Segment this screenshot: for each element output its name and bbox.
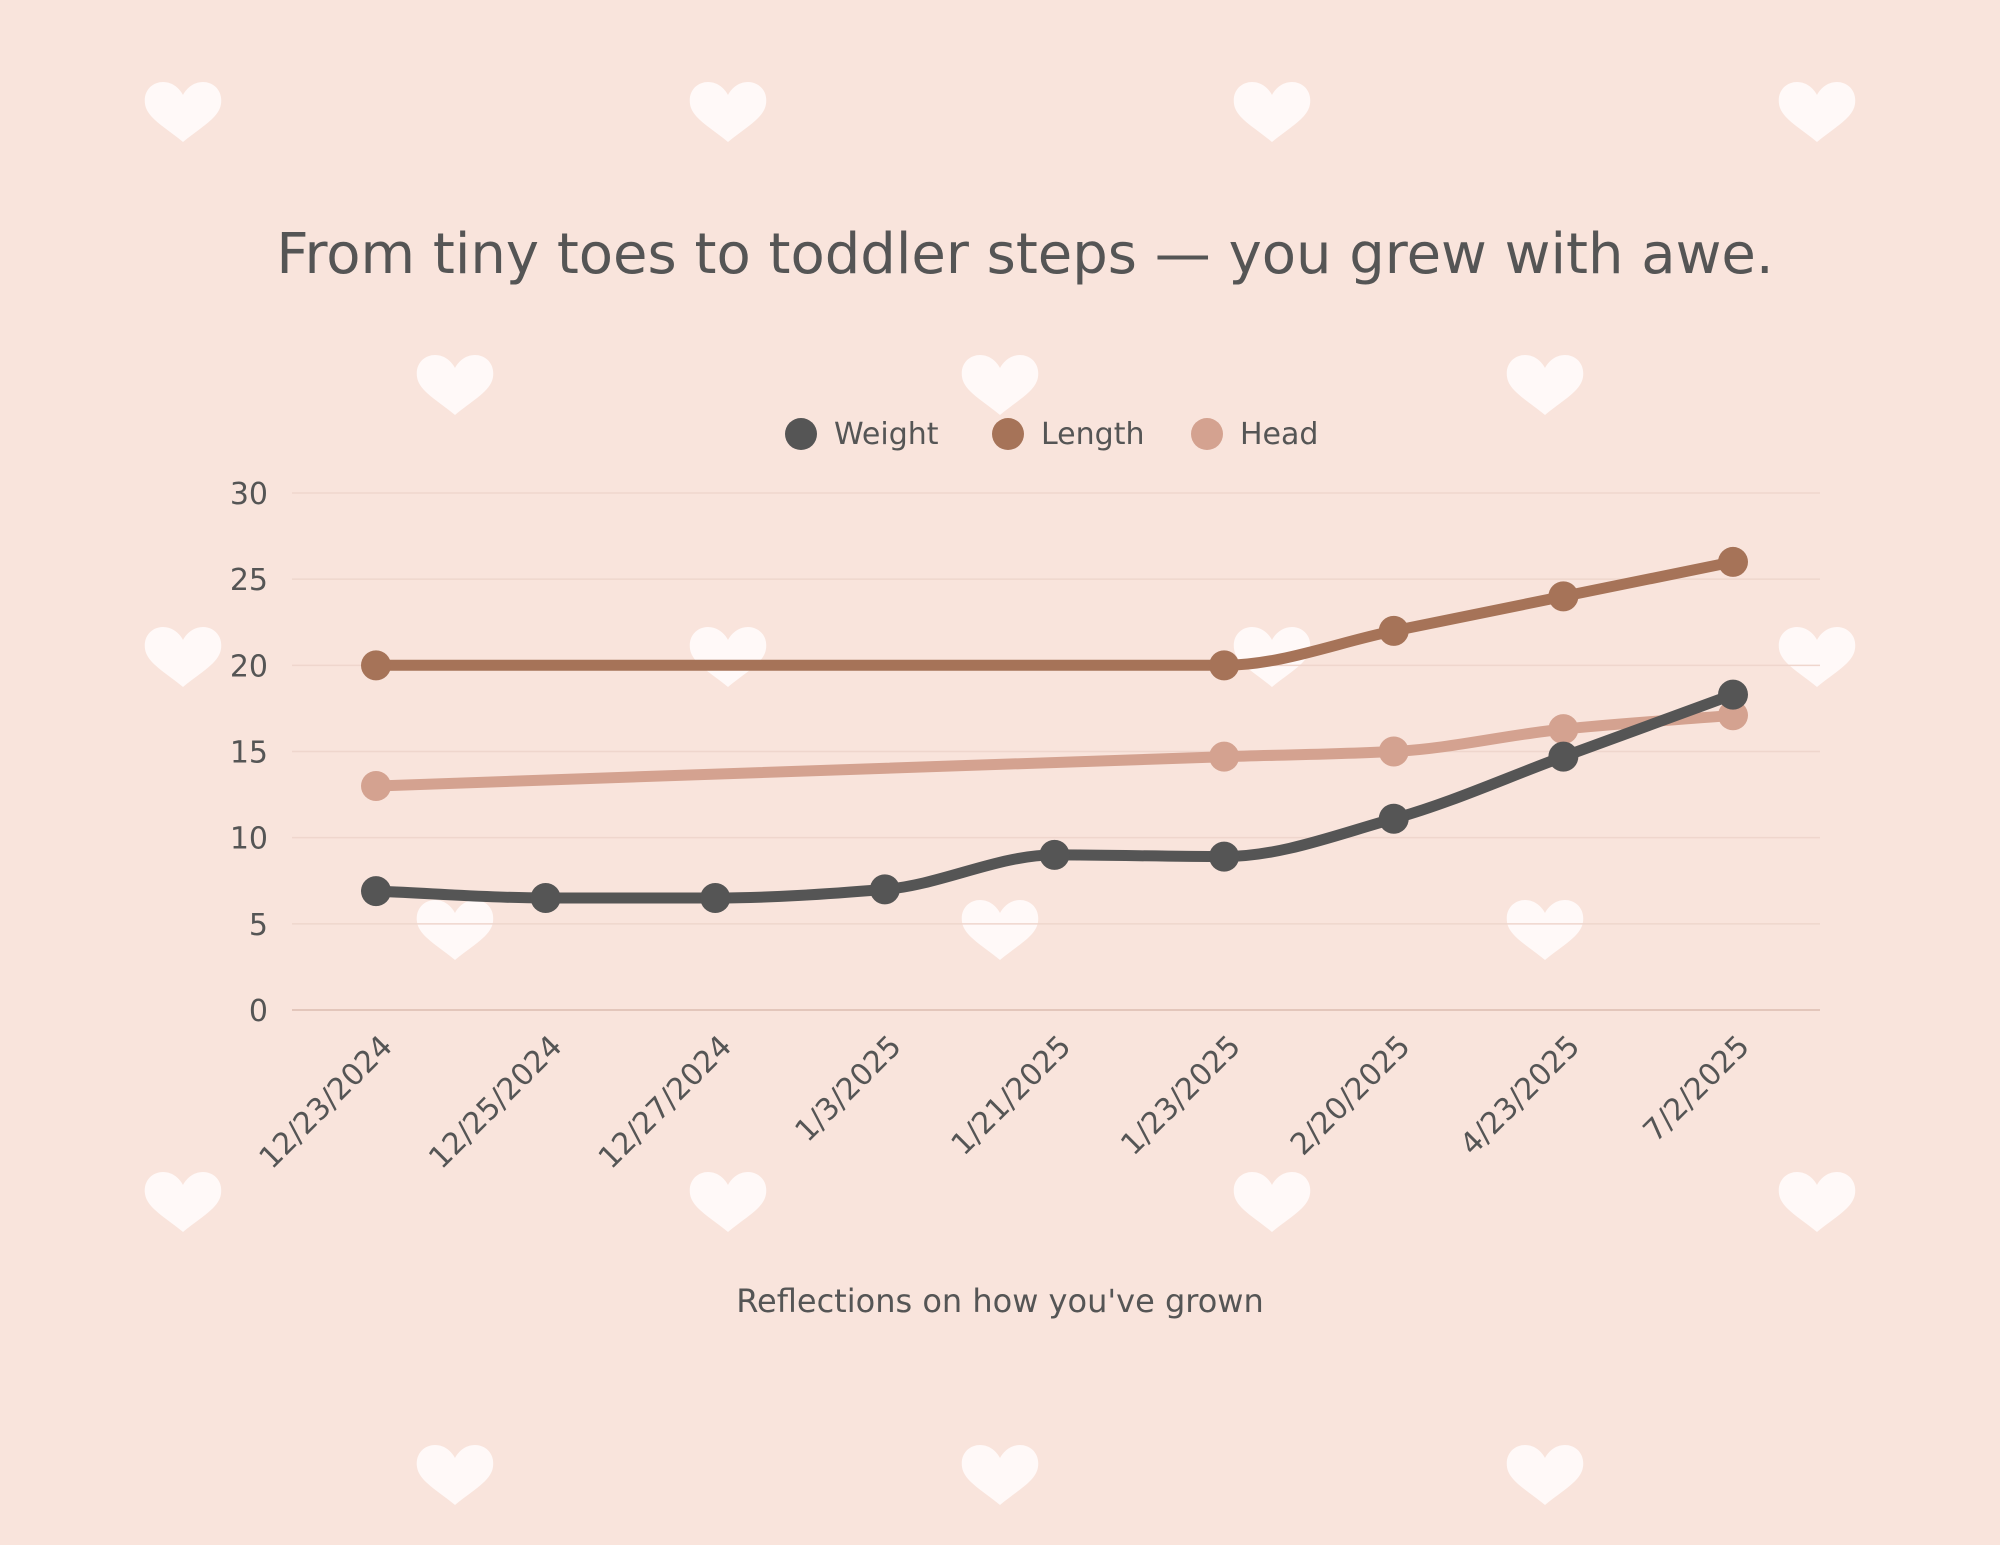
data-point-length[interactable] (1548, 581, 1579, 612)
heart-decoration (416, 355, 494, 415)
data-point-weight[interactable] (361, 876, 391, 907)
heart-decoration (1778, 627, 1856, 687)
data-point-head[interactable] (1378, 736, 1409, 767)
heart-decoration (144, 1172, 222, 1232)
legend-swatch (992, 418, 1024, 450)
heart-decoration (1506, 900, 1584, 960)
legend-swatch (1191, 418, 1223, 450)
heart-decoration (961, 1445, 1039, 1505)
heart-pattern (144, 82, 1856, 1505)
data-point-weight[interactable] (530, 882, 561, 913)
series-length (361, 546, 1748, 681)
heart-decoration (961, 355, 1039, 415)
data-point-head[interactable] (361, 770, 391, 801)
data-point-length[interactable] (361, 650, 391, 681)
heart-decoration (1778, 82, 1856, 142)
y-tick-label: 20 (230, 649, 268, 684)
y-axis: 0 5 10 15 20 25 30 (230, 477, 268, 1029)
heart-decoration (1506, 355, 1584, 415)
data-point-head[interactable] (1718, 700, 1748, 731)
data-point-weight[interactable] (869, 874, 900, 905)
series-line-head (370, 709, 1739, 792)
legend-item-weight[interactable]: Weight (785, 417, 939, 452)
heart-decoration (1233, 1172, 1311, 1232)
chart-title: From tiny toes to toddler steps — you gr… (276, 222, 1773, 287)
y-tick-label: 5 (249, 908, 268, 943)
y-tick-label: 0 (249, 994, 268, 1029)
y-tick-label: 30 (230, 477, 268, 512)
data-point-head[interactable] (1548, 714, 1579, 745)
data-point-length[interactable] (1209, 650, 1240, 681)
legend-label: Head (1240, 417, 1318, 452)
legend-item-head[interactable]: Head (1191, 417, 1318, 452)
heart-decoration (416, 1445, 494, 1505)
legend: Weight Length Head (785, 417, 1318, 452)
data-point-weight[interactable] (1718, 679, 1748, 710)
legend-label: Weight (834, 417, 939, 452)
series-head (361, 700, 1748, 801)
y-tick-label: 15 (230, 736, 268, 771)
series-line-length (370, 556, 1739, 671)
heart-decoration (689, 627, 767, 687)
data-point-weight[interactable] (1209, 841, 1240, 872)
heart-decoration (1233, 82, 1311, 142)
data-point-length[interactable] (1378, 615, 1409, 646)
heart-decoration (1778, 1172, 1856, 1232)
heart-decoration (689, 1172, 767, 1232)
x-axis-label: Reflections on how you've grown (736, 1282, 1263, 1320)
data-point-weight[interactable] (1548, 741, 1579, 772)
data-point-weight[interactable] (1378, 803, 1409, 834)
heart-decoration (961, 900, 1039, 960)
y-tick-label: 10 (230, 822, 268, 857)
legend-swatch (785, 418, 817, 450)
series-weight (361, 679, 1748, 913)
data-point-weight[interactable] (1039, 839, 1070, 870)
y-tick-label: 25 (230, 563, 268, 598)
legend-item-length[interactable]: Length (992, 417, 1144, 452)
heart-decoration (144, 627, 222, 687)
heart-decoration (416, 900, 494, 960)
data-point-head[interactable] (1209, 741, 1240, 772)
heart-decoration (689, 82, 767, 142)
plot-area (361, 546, 1748, 913)
heart-decoration (144, 82, 222, 142)
data-point-weight[interactable] (700, 882, 731, 913)
data-point-length[interactable] (1718, 546, 1748, 577)
heart-decoration (1506, 1445, 1584, 1505)
legend-label: Length (1041, 417, 1144, 452)
